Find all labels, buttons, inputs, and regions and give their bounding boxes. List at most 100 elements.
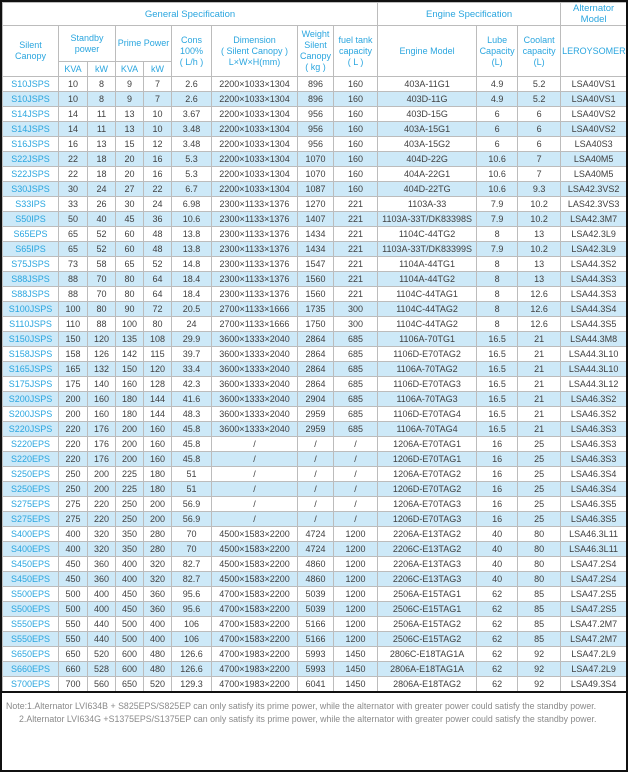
data-cell-standby_kva: 88: [58, 271, 88, 287]
header-standby-kva: KVA: [58, 61, 88, 77]
data-cell-lube_capacity_l: 8: [476, 316, 519, 332]
data-cell-cons_100_lh: 6.98: [171, 196, 212, 212]
data-cell-weight_kg: /: [297, 481, 334, 497]
data-cell-cons_100_lh: 24: [171, 316, 212, 332]
data-cell-lube_capacity_l: 6: [476, 136, 519, 152]
data-cell-lube_capacity_l: 10.6: [476, 181, 519, 197]
table-row: S450EPS 450 360 400 320 82.7 4500×1583×2200 486…: [2, 556, 626, 572]
data-cell-prime_kw: 12: [143, 136, 172, 152]
data-cell-coolant_capacity_l: 80: [517, 571, 562, 587]
data-cell-standby_kw: 320: [87, 526, 116, 542]
data-cell-standby_kva: 220: [58, 436, 88, 452]
data-cell-standby_kva: 450: [58, 556, 88, 572]
data-cell-fuel_tank_l: 685: [332, 391, 379, 407]
data-cell-prime_kw: 480: [143, 646, 172, 662]
data-cell-prime_kw: 120: [143, 361, 172, 377]
data-cell-cons_100_lh: 70: [171, 541, 212, 557]
data-cell-cons_100_lh: 5.3: [171, 151, 212, 167]
data-cell-engine_model: 1106A-70TG1: [377, 331, 478, 347]
table-row: S88JSPS 88 70 80 64 18.4 2300×1133×1376 1560 221…: [2, 286, 626, 302]
data-cell-prime_kva: 27: [115, 181, 144, 197]
data-cell-prime_kva: 600: [115, 646, 144, 662]
data-cell-standby_kva: 500: [58, 601, 88, 617]
model-cell: S14JSPS: [2, 106, 59, 122]
data-cell-alternator_model: LSA47.2M7: [560, 616, 626, 632]
table-row: S660EPS 660 528 600 480 126.6 4700×1983×2200 59…: [2, 661, 626, 677]
data-cell-weight_kg: 4724: [297, 526, 334, 542]
data-cell-weight_kg: 956: [297, 136, 334, 152]
data-cell-dimension_lwh_mm: 2200×1033×1304: [211, 166, 298, 182]
data-cell-prime_kva: 200: [115, 421, 144, 437]
table-row: S400EPS 400 320 350 280 70 4500×1583×2200 4724 1…: [2, 541, 626, 557]
data-cell-standby_kva: 14: [58, 121, 88, 137]
data-cell-alternator_model: LSA47.2M7: [560, 631, 626, 647]
data-cell-standby_kw: 11: [87, 106, 116, 122]
data-cell-weight_kg: 956: [297, 121, 334, 137]
data-cell-cons_100_lh: 126.6: [171, 646, 212, 662]
data-cell-fuel_tank_l: 685: [332, 361, 379, 377]
data-cell-standby_kw: 400: [87, 586, 116, 602]
data-cell-cons_100_lh: 82.7: [171, 556, 212, 572]
data-cell-fuel_tank_l: 1450: [332, 676, 379, 692]
data-cell-standby_kw: 320: [87, 541, 116, 557]
data-cell-engine_model: 1106D-E70TAG4: [377, 406, 478, 422]
data-cell-coolant_capacity_l: 25: [517, 466, 562, 482]
data-cell-cons_100_lh: 82.7: [171, 571, 212, 587]
data-cell-prime_kva: 225: [115, 481, 144, 497]
data-cell-cons_100_lh: 3.67: [171, 106, 212, 122]
data-cell-prime_kw: 36: [143, 211, 172, 227]
data-cell-lube_capacity_l: 16.5: [476, 331, 519, 347]
data-cell-standby_kw: 176: [87, 451, 116, 467]
data-cell-fuel_tank_l: 221: [332, 271, 379, 287]
data-cell-alternator_model: LSA42.3M7: [560, 211, 626, 227]
data-cell-coolant_capacity_l: 85: [517, 586, 562, 602]
header-lube-capacity: Lube Capacity (L): [476, 25, 519, 77]
data-cell-fuel_tank_l: 221: [332, 211, 379, 227]
data-cell-standby_kw: 52: [87, 226, 116, 242]
data-cell-fuel_tank_l: 221: [332, 256, 379, 272]
data-cell-lube_capacity_l: 16.5: [476, 391, 519, 407]
data-cell-cons_100_lh: 106: [171, 631, 212, 647]
data-cell-standby_kva: 500: [58, 586, 88, 602]
data-cell-alternator_model: LSA44.3S3: [560, 286, 626, 302]
header-fuel-tank-capacity: fuel tank capacity ( L ): [332, 25, 379, 77]
data-cell-fuel_tank_l: /: [332, 511, 379, 527]
data-cell-standby_kw: 360: [87, 556, 116, 572]
data-cell-lube_capacity_l: 8: [476, 226, 519, 242]
data-cell-prime_kva: 65: [115, 256, 144, 272]
data-cell-alternator_model: LSA44.3L10: [560, 361, 626, 377]
data-cell-weight_kg: 956: [297, 106, 334, 122]
data-cell-coolant_capacity_l: 13: [517, 271, 562, 287]
data-cell-prime_kva: 180: [115, 391, 144, 407]
model-cell: S220EPS: [2, 436, 59, 452]
data-cell-cons_100_lh: 45.8: [171, 436, 212, 452]
data-cell-dimension_lwh_mm: 4700×1983×2200: [211, 646, 298, 662]
data-cell-engine_model: 1106A-70TAG2: [377, 361, 478, 377]
data-cell-prime_kw: 72: [143, 301, 172, 317]
data-cell-cons_100_lh: 2.6: [171, 76, 212, 92]
data-cell-standby_kw: 140: [87, 376, 116, 392]
data-cell-lube_capacity_l: 8: [476, 286, 519, 302]
data-cell-alternator_model: LAS42.3VS3: [560, 196, 626, 212]
data-cell-standby_kw: 40: [87, 211, 116, 227]
data-cell-engine_model: 2806A-E18TAG2: [377, 676, 478, 692]
data-cell-prime_kva: 30: [115, 196, 144, 212]
header-prime-power: Prime Power: [115, 25, 172, 62]
data-cell-prime_kva: 225: [115, 466, 144, 482]
data-cell-lube_capacity_l: 16.5: [476, 421, 519, 437]
data-cell-standby_kva: 150: [58, 331, 88, 347]
data-cell-prime_kw: 200: [143, 511, 172, 527]
data-cell-standby_kva: 10: [58, 91, 88, 107]
data-cell-fuel_tank_l: 685: [332, 331, 379, 347]
header-leroysomer: LEROYSOMER: [560, 25, 626, 77]
header-engine-model: Engine Model: [377, 25, 478, 77]
table-row: S10JSPS 10 8 9 7 2.6 2200×1033×1304 896 160 403A-…: [2, 76, 626, 92]
data-cell-weight_kg: 1560: [297, 286, 334, 302]
data-cell-coolant_capacity_l: 92: [517, 676, 562, 692]
data-cell-prime_kva: 60: [115, 226, 144, 242]
table-row: S550EPS 550 440 500 400 106 4700×1583×2200 5166…: [2, 631, 626, 647]
data-cell-prime_kw: 180: [143, 481, 172, 497]
data-cell-alternator_model: LSA42.3L9: [560, 241, 626, 257]
data-cell-lube_capacity_l: 16: [476, 436, 519, 452]
data-cell-lube_capacity_l: 62: [476, 676, 519, 692]
